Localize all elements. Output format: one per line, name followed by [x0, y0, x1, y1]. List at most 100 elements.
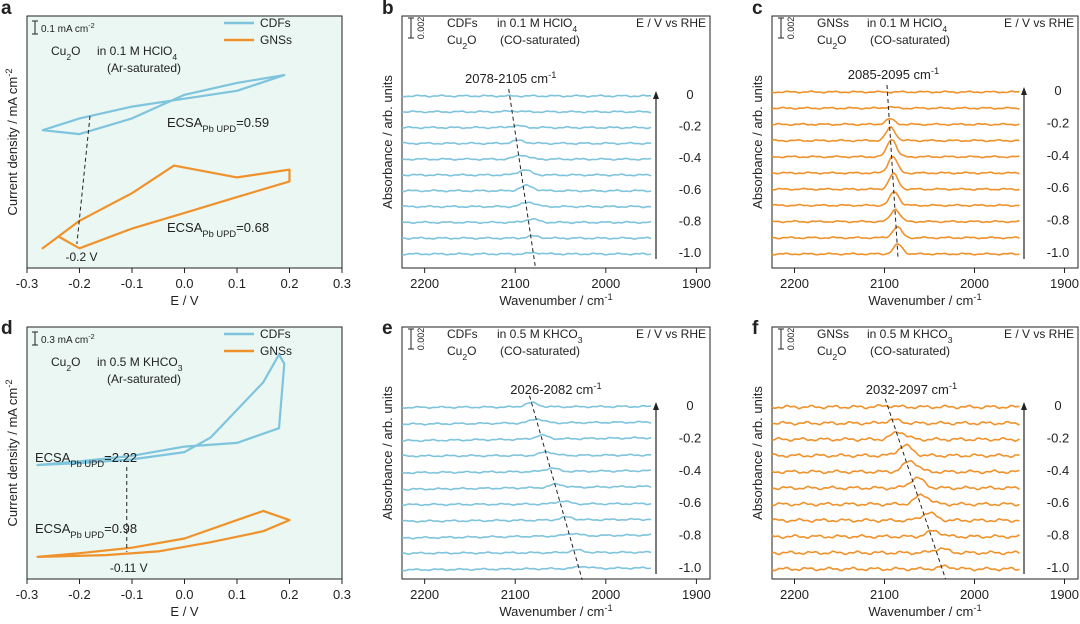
- x-tick-label-part-0: 0.3: [333, 276, 351, 291]
- x-axis-label-part-0: E / V: [170, 293, 199, 308]
- scale-bar-label-part-0: 0.002: [786, 328, 796, 351]
- x-tick-label-part-0: 2000: [591, 587, 620, 602]
- x-tick-label-part-0: 0.1: [228, 276, 246, 291]
- electrode-label-part-0: Cu: [447, 33, 462, 47]
- potential-tick-label: -0.8: [1047, 213, 1069, 228]
- ecsa-label-part-0: ECSA: [35, 450, 71, 465]
- x-tick-label: 1900: [1050, 276, 1079, 291]
- spectrum-line: [401, 482, 652, 491]
- potential-tick-label-part-0: -1.0: [1047, 560, 1069, 575]
- series-line-cdfs: [41, 74, 286, 136]
- material-label: GNSs: [817, 327, 849, 341]
- spectrum-line: [401, 139, 652, 146]
- peak-range-label: 2026-2082 cm-1: [510, 381, 601, 397]
- spectrum-line: [771, 403, 1020, 410]
- x-tick-label: 1900: [1050, 587, 1079, 602]
- scale-bar-label-part-0: 0.002: [786, 17, 796, 40]
- ecsa-label-part-0: ECSA: [35, 521, 71, 536]
- potential-tick-label-part-0: -0.6: [679, 182, 701, 197]
- legend-label: CDFs: [260, 327, 291, 341]
- y-axis-label-part-0: Absorbance / arb. units: [750, 386, 765, 520]
- x-tick-label: 2100: [870, 276, 899, 291]
- peak-trend-line: [884, 398, 947, 580]
- potential-tick-label: -0.4: [679, 150, 701, 165]
- electrode-label-part-1: 2: [832, 41, 837, 51]
- scale-bar-label: 0.3 mA cm-2: [41, 332, 95, 347]
- electrode-label-part-2: O: [71, 44, 80, 58]
- panel-a: a -0.3 -0.2 -0.1 0.0 0.1 0.2 0.3 E / V Current de…: [1, 0, 351, 308]
- spectrum-line: [771, 138, 1020, 159]
- potential-tick-label: 0: [686, 87, 693, 102]
- electrode-label-part-0: Cu: [817, 344, 832, 358]
- electrolyte-label-part-0: in 0.5 M KHCO: [497, 327, 578, 341]
- x-tick-label-part-0: 1900: [1050, 587, 1079, 602]
- potential-label-part-0: -0.2 V: [65, 250, 97, 264]
- x-tick-label: 0.0: [175, 276, 193, 291]
- potential-axis-label-part-0: E / V vs RHE: [1004, 327, 1074, 341]
- x-tick-label: -0.2: [68, 587, 90, 602]
- series-line-gnss: [36, 509, 291, 558]
- x-tick-label: 2000: [591, 587, 620, 602]
- electrode-label-part-2: O: [837, 33, 846, 47]
- electrolyte-label: in 0.1 M HClO4: [497, 16, 577, 34]
- series-line-gnss: [41, 164, 291, 250]
- potential-tick-label: -0.6: [1047, 180, 1069, 195]
- x-tick-label: 2000: [591, 276, 620, 291]
- spectrum-line: [401, 154, 652, 161]
- panel-letter: b: [382, 0, 394, 19]
- x-tick-label: 0.2: [280, 587, 298, 602]
- x-axis-label-part-1: -1: [604, 603, 612, 613]
- electrolyte-label-part-1: 4: [572, 24, 577, 34]
- electrode-label: Cu2O: [51, 44, 80, 62]
- plot-frame: [26, 15, 343, 269]
- spectrum-line: [401, 450, 652, 458]
- ecsa-label-part-1: Pb UPD: [202, 124, 236, 134]
- panel-d: d -0.3 -0.2 -0.1 0.0 0.1 0.2 0.3 E / V Current de…: [1, 318, 351, 619]
- x-tick-label-part-0: -0.1: [121, 276, 143, 291]
- potential-label: -0.2 V: [65, 250, 97, 264]
- x-tick-label-part-0: -0.1: [121, 587, 143, 602]
- potential-tick-label-part-0: -0.2: [679, 430, 701, 445]
- peak-range-label: 2032-2097 cm-1: [866, 381, 957, 397]
- x-tick-label-part-0: -0.2: [68, 587, 90, 602]
- y-axis-label-part-0: Current density / mA cm: [5, 388, 20, 527]
- electrolyte-label-part-1: 4: [172, 52, 177, 62]
- spectrum-line: [771, 90, 1020, 94]
- potential-tick-label: -0.4: [1047, 463, 1069, 478]
- potential-tick-label-part-0: -0.8: [1047, 213, 1069, 228]
- electrode-label-part-0: Cu: [51, 44, 66, 58]
- potential-tick-label: -0.4: [1047, 148, 1069, 163]
- plot-frame: [401, 326, 711, 580]
- x-tick-label: 2200: [410, 276, 439, 291]
- spectrum-line: [401, 201, 652, 209]
- spectrum-line: [401, 532, 652, 540]
- gas-label: (Ar-saturated): [107, 372, 181, 386]
- spectrum-line: [771, 418, 1020, 426]
- x-tick-label: 0.3: [333, 587, 351, 602]
- series-line-cdfs: [36, 353, 286, 467]
- x-tick-label-part-0: 0.3: [333, 587, 351, 602]
- panel-letter: f: [752, 318, 759, 339]
- potential-tick-label: -0.2: [679, 119, 701, 134]
- y-axis-label: Absorbance / arb. units: [750, 75, 765, 209]
- material-label: GNSs: [817, 16, 849, 30]
- peak-trend-line: [508, 88, 536, 266]
- spectrum-line: [401, 169, 652, 177]
- panel-letter-part-0: b: [382, 0, 394, 19]
- spectrum-line: [771, 529, 1020, 540]
- potential-axis-label-part-0: E / V vs RHE: [636, 16, 706, 30]
- material-label-part-0: GNSs: [817, 327, 849, 341]
- potential-tick-label: -1.0: [679, 560, 701, 575]
- y-axis-label: Absorbance / arb. units: [750, 386, 765, 520]
- panel-letter: a: [1, 0, 12, 19]
- ecsa-label-part-1: Pb UPD: [202, 229, 236, 239]
- spectrum-line: [401, 183, 652, 193]
- potential-tick-label-part-0: -0.8: [679, 528, 701, 543]
- material-label-part-0: GNSs: [817, 16, 849, 30]
- potential-tick-label: -0.6: [1047, 495, 1069, 510]
- potential-tick-label-part-0: -0.4: [679, 463, 701, 478]
- electrode-label-part-2: O: [837, 344, 846, 358]
- y-axis-label-part-1: -2: [4, 379, 14, 387]
- potential-tick-label: -0.8: [679, 213, 701, 228]
- spectrum-line: [401, 418, 652, 426]
